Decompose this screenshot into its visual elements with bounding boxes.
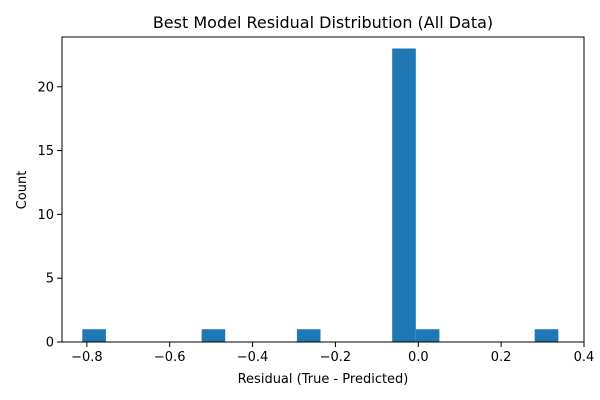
x-tick-label-6: 0.4 — [574, 350, 595, 365]
histogram-bar-1 — [201, 329, 226, 342]
plot-frame — [61, 36, 585, 343]
plot-area: −0.8 −0.6 −0.4 −0.2 0.0 0.2 0.4 0 5 10 15 20 — [37, 36, 595, 365]
histogram-bar-5 — [534, 329, 559, 342]
histogram-bar-3 — [392, 48, 416, 343]
x-tick-label-5: 0.2 — [491, 350, 512, 365]
x-axis-label: Residual (True - Predicted) — [238, 372, 409, 387]
x-tick-label-2: −0.4 — [237, 350, 269, 365]
x-tick-label-1: −0.6 — [154, 350, 186, 365]
x-tick-label-0: −0.8 — [71, 350, 103, 365]
y-tick-label-3: 15 — [37, 144, 54, 159]
y-axis-label: Count — [15, 171, 30, 210]
y-tick-label-1: 5 — [46, 272, 54, 287]
y-tick-label-4: 20 — [37, 80, 54, 95]
histogram-bar-0 — [82, 329, 106, 342]
histogram-bar-2 — [296, 329, 321, 342]
y-tick-label-2: 10 — [37, 208, 54, 223]
histogram-bar-4 — [415, 329, 440, 342]
x-tick-label-3: −0.2 — [320, 350, 352, 365]
y-tick-label-0: 0 — [46, 336, 54, 351]
chart-title: Best Model Residual Distribution (All Da… — [153, 13, 493, 32]
x-tick-label-4: 0.0 — [408, 350, 429, 365]
